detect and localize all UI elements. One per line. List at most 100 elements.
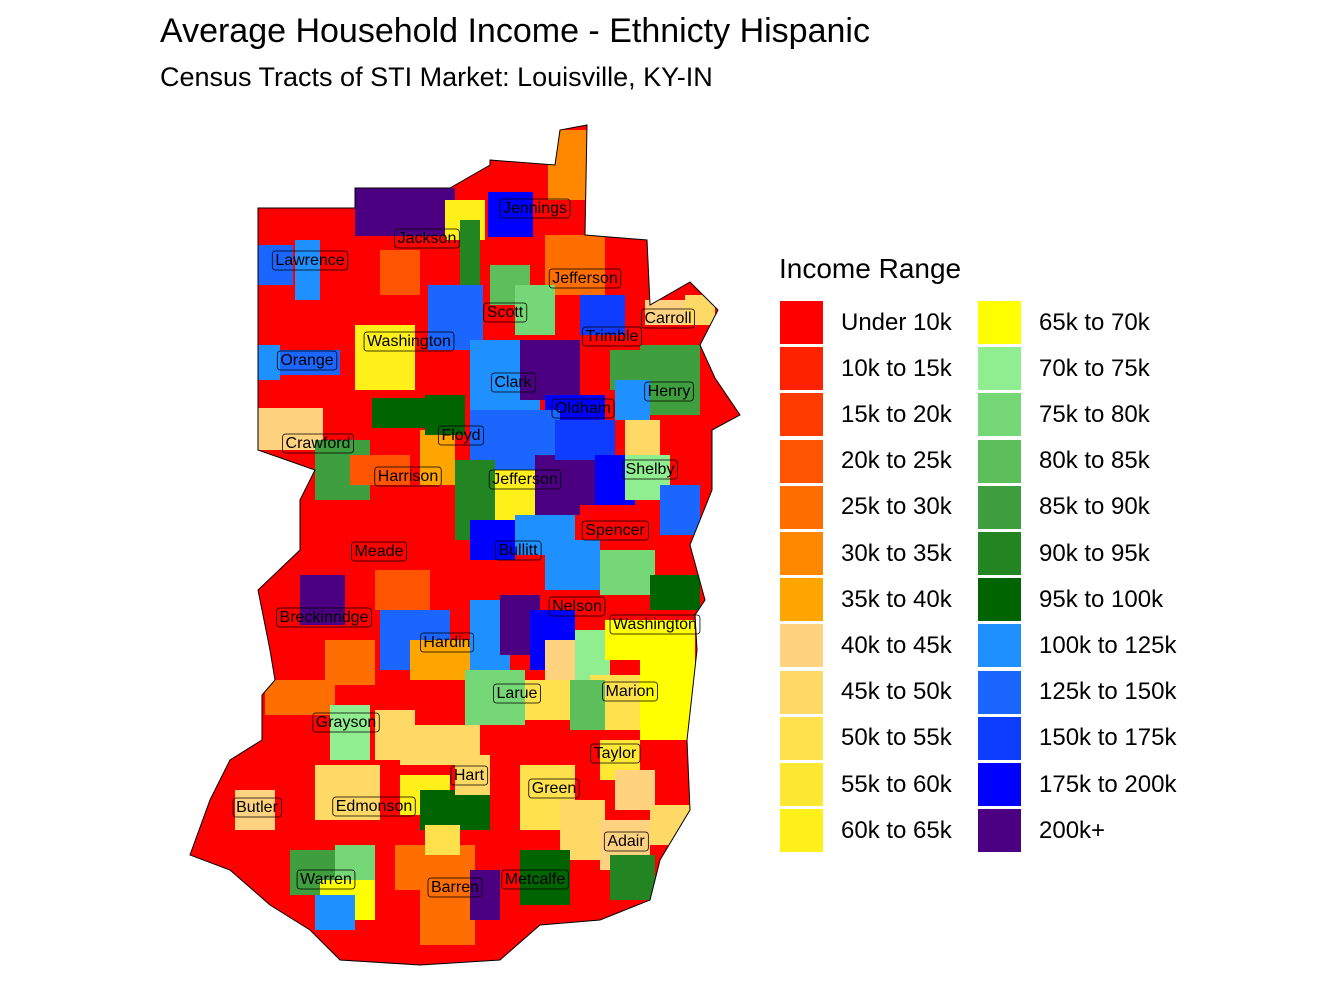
county-label: Jefferson xyxy=(488,469,562,490)
tract xyxy=(575,630,610,680)
county-label-box xyxy=(312,712,380,733)
tract xyxy=(258,345,280,380)
county-label: Lawrence xyxy=(271,250,349,271)
county-label: Washington xyxy=(609,614,701,635)
county-label-box xyxy=(438,425,484,446)
county-label-text: Taylor xyxy=(594,745,637,762)
legend-item: 40k to 45k xyxy=(780,624,952,668)
legend-item: 90k to 95k xyxy=(978,532,1150,575)
tract xyxy=(420,430,455,485)
legend-swatch xyxy=(780,763,823,806)
legend-label: 200k+ xyxy=(1039,816,1106,844)
tract xyxy=(470,520,515,560)
county-label: Hart xyxy=(450,765,489,786)
legend-item: 75k to 80k xyxy=(978,393,1150,437)
county-label: Floyd xyxy=(438,425,484,446)
tract xyxy=(420,890,475,945)
county-label-box xyxy=(548,596,606,617)
tract xyxy=(650,805,690,845)
legend-item: 100k to 125k xyxy=(978,624,1176,668)
county-label: Spencer xyxy=(581,520,649,541)
tract xyxy=(660,485,700,535)
county-labels: Jennings Jackson Lawrence Jefferson Scott Car… xyxy=(232,198,701,898)
county-label-text: Washington xyxy=(367,333,451,350)
tract xyxy=(325,640,375,685)
county-label: Breckinridge xyxy=(276,607,372,628)
county-label-box xyxy=(493,683,541,704)
county-label-text: Clark xyxy=(494,374,532,391)
legend-item: 175k to 200k xyxy=(978,763,1176,806)
legend-label: 15k to 20k xyxy=(841,400,952,428)
county-label-text: Lawrence xyxy=(275,252,344,269)
county-label-text: Breckinridge xyxy=(280,609,369,626)
tract xyxy=(315,895,355,930)
county-label-text: Floyd xyxy=(441,427,480,444)
legend-swatch xyxy=(780,301,823,344)
legend-swatch xyxy=(780,439,823,483)
legend-swatch xyxy=(978,485,1021,529)
county-label-box xyxy=(551,398,615,419)
legend-item: Under 10k xyxy=(780,301,952,344)
legend-swatch xyxy=(978,439,1021,483)
tract xyxy=(355,188,455,236)
legend-swatch xyxy=(780,347,823,391)
county-label-text: Butler xyxy=(236,799,278,816)
county-label-box xyxy=(622,459,678,480)
tract xyxy=(515,285,555,335)
county-label-text: Green xyxy=(532,780,576,797)
legend-swatch xyxy=(780,716,823,760)
legend-item: 85k to 90k xyxy=(978,485,1150,529)
legend-swatch xyxy=(780,670,823,714)
county-label: Washington xyxy=(363,331,455,352)
legend-swatch xyxy=(978,716,1021,760)
county-label-box xyxy=(499,198,571,219)
tract xyxy=(425,825,460,855)
county-label: Jefferson xyxy=(548,268,622,289)
county-label-box xyxy=(282,433,354,454)
county-label-text: Hardin xyxy=(423,634,470,651)
county-label: Harrison xyxy=(374,466,442,487)
county-label-box xyxy=(363,331,455,352)
legend-label: 85k to 90k xyxy=(1039,493,1150,521)
county-label-text: Carroll xyxy=(644,310,691,327)
county-label: Marion xyxy=(602,681,658,702)
county-label: Barren xyxy=(427,877,483,898)
county-label-box xyxy=(490,372,537,393)
tract xyxy=(640,660,695,740)
tract xyxy=(460,220,480,290)
tract xyxy=(265,680,335,715)
legend-swatch xyxy=(978,393,1021,437)
legend-label: 125k to 150k xyxy=(1039,678,1177,706)
legend-item: 200k+ xyxy=(978,809,1106,853)
legend-label: 90k to 95k xyxy=(1039,539,1150,567)
tract xyxy=(372,398,427,428)
legend-item: 45k to 50k xyxy=(780,670,952,714)
tract xyxy=(315,765,380,820)
tract xyxy=(330,705,370,760)
tract xyxy=(420,790,490,830)
legend-label: 70k to 75k xyxy=(1039,354,1150,382)
legend-item: 80k to 85k xyxy=(978,439,1150,483)
county-label: Butler xyxy=(232,797,282,818)
legend-item: 150k to 175k xyxy=(978,716,1176,760)
county-label-box xyxy=(609,614,701,635)
county-label: Nelson xyxy=(548,596,606,617)
legend-label: 95k to 100k xyxy=(1039,585,1164,613)
tract xyxy=(625,420,660,460)
county-label-text: Larue xyxy=(497,685,538,702)
legend-item: 10k to 15k xyxy=(780,347,952,391)
county-label-box xyxy=(483,302,528,323)
legend-item: 65k to 70k xyxy=(978,301,1150,344)
legend-label: 65k to 70k xyxy=(1039,308,1150,336)
tract xyxy=(580,295,625,335)
legend-swatch xyxy=(978,809,1021,853)
county-label: Edmonson xyxy=(332,796,416,817)
legend-swatch xyxy=(780,532,823,575)
county-label-text: Jennings xyxy=(503,200,567,217)
tract xyxy=(555,420,615,460)
county-label-box xyxy=(590,743,641,764)
county-label: Grayson xyxy=(312,712,380,733)
legend-item: 25k to 30k xyxy=(780,485,952,529)
legend-label: 45k to 50k xyxy=(841,678,952,706)
legend-label: 30k to 35k xyxy=(841,539,952,567)
